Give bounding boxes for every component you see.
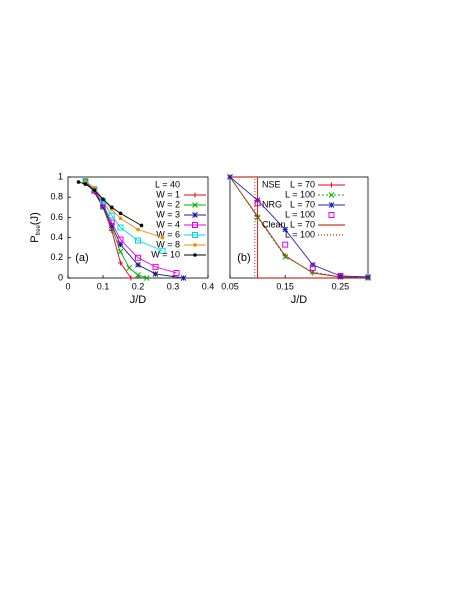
legend-label: W = 6 xyxy=(156,229,180,239)
marker xyxy=(180,275,187,281)
marker xyxy=(117,236,124,243)
y-tick-label: 0.4 xyxy=(50,232,63,242)
marker xyxy=(136,227,140,232)
marker xyxy=(159,247,166,254)
y-tick-label: 0.6 xyxy=(50,212,63,222)
legend-label: W = 4 xyxy=(156,219,180,229)
legend-label: W = 1 xyxy=(156,189,180,199)
marker xyxy=(117,224,124,231)
y-tick-label: 1 xyxy=(58,171,63,181)
x-axis-label: J/D xyxy=(291,294,308,306)
marker xyxy=(309,262,316,268)
marker xyxy=(92,188,97,192)
marker xyxy=(108,222,115,229)
legend-label: W = 2 xyxy=(156,199,180,209)
marker xyxy=(310,270,316,276)
legend-label: L = 100 xyxy=(285,209,315,219)
x-axis-label: J/D xyxy=(130,294,147,306)
y-axis-label: Pfree(J) xyxy=(29,212,42,243)
legend-label: L = 100 xyxy=(285,189,315,199)
x-tick-label: 0.2 xyxy=(132,281,145,291)
marker xyxy=(192,222,198,228)
marker xyxy=(117,248,124,255)
marker xyxy=(118,211,123,216)
y-axis-label-sub: free xyxy=(36,224,42,235)
marker xyxy=(192,232,198,238)
y-tick-label: 0.8 xyxy=(50,192,63,202)
legend-title: L = 40 xyxy=(155,179,180,189)
marker xyxy=(109,205,114,210)
legend-label: L = 70 xyxy=(290,219,315,229)
marker xyxy=(101,197,105,202)
marker xyxy=(143,275,150,281)
legend-group: NRG xyxy=(262,199,282,209)
marker xyxy=(76,180,81,184)
marker xyxy=(83,179,88,183)
legend-group: Clean xyxy=(262,219,286,229)
marker xyxy=(126,265,133,271)
marker xyxy=(193,253,197,257)
x-tick-label: 0.1 xyxy=(97,281,110,291)
marker xyxy=(160,235,165,240)
panel-label: (a) xyxy=(75,252,88,264)
marker xyxy=(337,273,344,279)
x-tick-label: 0.4 xyxy=(202,281,215,291)
marker xyxy=(135,272,141,278)
marker xyxy=(128,275,134,281)
marker xyxy=(152,271,159,277)
y-axis-label-main: P xyxy=(29,235,41,242)
legend-group: NSE xyxy=(262,179,281,189)
legend-label: L = 70 xyxy=(290,199,315,209)
y-tick-label: 0 xyxy=(58,272,63,282)
marker xyxy=(139,223,144,228)
marker xyxy=(282,253,289,260)
marker xyxy=(328,212,335,218)
marker xyxy=(135,237,141,244)
legend-label: L = 70 xyxy=(290,179,315,189)
series-line xyxy=(85,180,184,279)
x-tick-label: 0.15 xyxy=(276,281,294,291)
legend-label: W = 8 xyxy=(156,239,180,249)
marker xyxy=(117,241,124,248)
marker xyxy=(108,212,115,219)
marker xyxy=(337,272,344,279)
marker xyxy=(173,269,180,276)
x-tick-label: 0 xyxy=(65,281,70,291)
marker xyxy=(192,202,198,208)
marker xyxy=(328,192,335,198)
marker xyxy=(152,263,159,270)
series-line xyxy=(229,176,369,278)
series-line xyxy=(229,176,369,279)
marker xyxy=(135,262,141,268)
y-axis-label-tail: (J) xyxy=(29,212,41,225)
marker xyxy=(365,274,371,280)
marker xyxy=(108,219,115,226)
marker xyxy=(135,254,141,261)
marker xyxy=(193,243,197,247)
x-tick-label: 0.25 xyxy=(332,281,350,291)
legend-label: L = 100 xyxy=(285,229,315,239)
panel-label: (b) xyxy=(237,252,250,264)
marker xyxy=(282,241,289,248)
marker xyxy=(329,182,334,188)
series-line xyxy=(230,176,368,279)
marker xyxy=(328,202,335,208)
marker xyxy=(282,226,289,233)
marker xyxy=(109,228,115,234)
marker xyxy=(192,192,198,198)
y-tick-label: 0.2 xyxy=(50,252,63,262)
marker xyxy=(118,260,123,266)
marker xyxy=(118,216,123,221)
legend-label: W = 10 xyxy=(151,249,180,259)
marker xyxy=(83,182,88,186)
x-tick-label: 0.05 xyxy=(221,281,239,291)
x-tick-label: 0.3 xyxy=(167,281,180,291)
legend-label: W = 3 xyxy=(156,209,180,219)
marker xyxy=(309,264,316,271)
marker xyxy=(192,212,198,218)
